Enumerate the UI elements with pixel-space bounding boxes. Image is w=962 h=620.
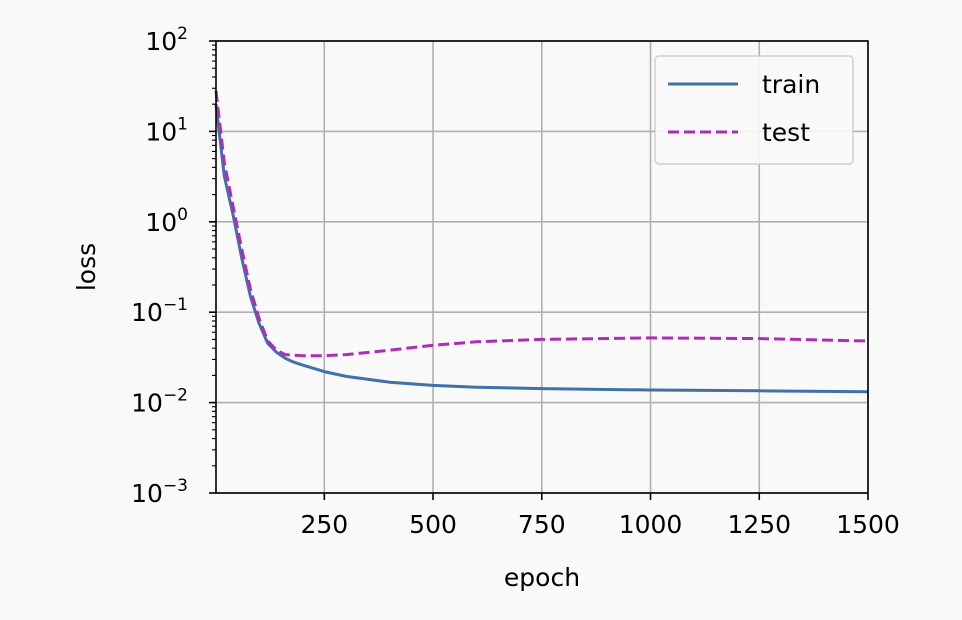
x-tick-label: 500 bbox=[409, 510, 457, 539]
legend-label-test: test bbox=[762, 118, 810, 147]
y-tick-label: 10−3 bbox=[131, 476, 188, 508]
y-tick-label: 10−2 bbox=[131, 386, 188, 418]
y-tick-label: 10−1 bbox=[131, 295, 188, 327]
series-lines bbox=[214, 90, 869, 394]
y-tick-label: 101 bbox=[145, 114, 188, 146]
x-axis-label: epoch bbox=[504, 563, 580, 592]
y-tick-label: 100 bbox=[145, 205, 188, 237]
legend: train test bbox=[654, 55, 854, 165]
series-line-test bbox=[214, 90, 869, 358]
series-line-train bbox=[214, 104, 869, 394]
x-tick-label: 1250 bbox=[727, 510, 791, 539]
axes: 250 500 750 1000 1250 1500 102 101 100 10−1 10−2 10… bbox=[131, 24, 900, 539]
x-tick-label: 1000 bbox=[619, 510, 683, 539]
legend-label-train: train bbox=[762, 70, 820, 99]
legend-box bbox=[654, 55, 854, 165]
x-tick-label: 750 bbox=[518, 510, 566, 539]
y-tick-label: 102 bbox=[145, 24, 188, 56]
x-tick-label: 1500 bbox=[836, 510, 900, 539]
y-axis-label: loss bbox=[72, 243, 101, 291]
x-tick-label: 250 bbox=[300, 510, 348, 539]
